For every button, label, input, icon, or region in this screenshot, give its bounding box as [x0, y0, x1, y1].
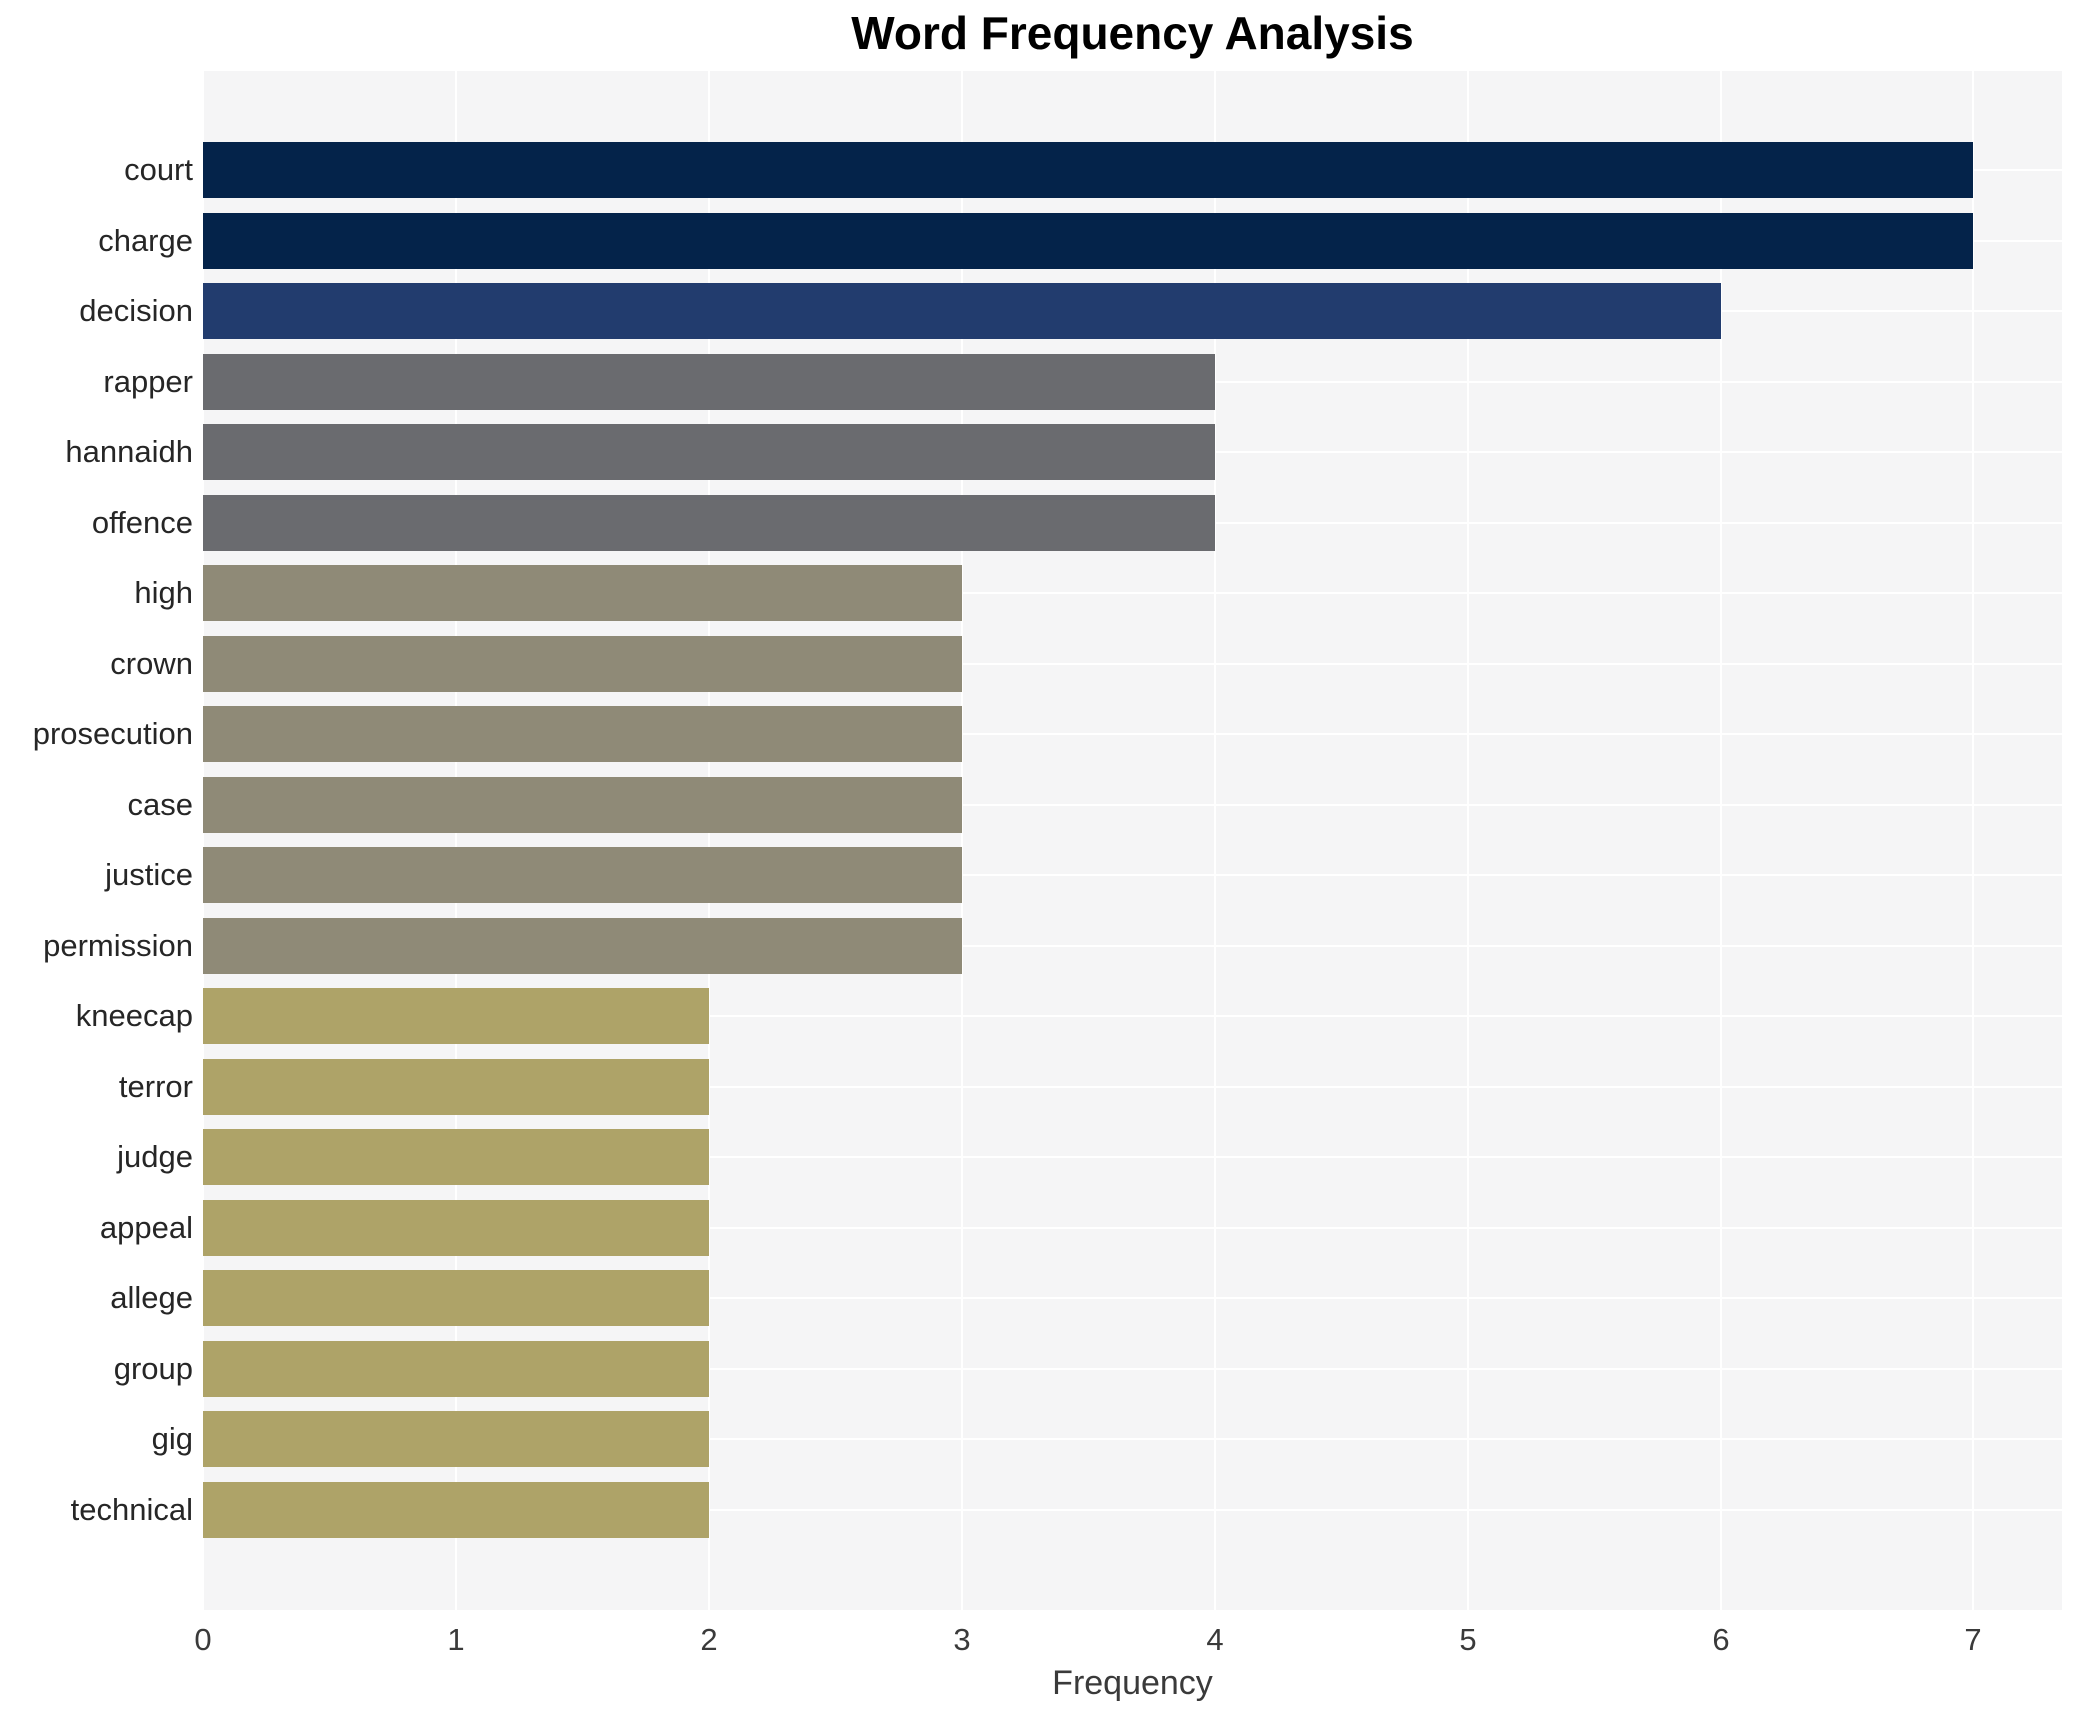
- y-tick-label-group: group: [113, 1351, 193, 1386]
- y-tick-label-case: case: [127, 787, 193, 822]
- y-tick-label-court: court: [124, 152, 193, 187]
- bar-permission: [203, 918, 962, 974]
- horizontal-gridline: [203, 1156, 2062, 1159]
- vertical-gridline: [708, 71, 710, 1610]
- vertical-gridline: [1467, 71, 1469, 1610]
- y-tick-label-technical: technical: [70, 1492, 193, 1527]
- x-tick-label-2: 2: [700, 1622, 718, 1657]
- horizontal-gridline: [203, 1367, 2062, 1370]
- horizontal-gridline: [203, 592, 2062, 595]
- plot-area: [202, 71, 2062, 1610]
- y-tick-label-terror: terror: [118, 1069, 193, 1104]
- x-tick-label-6: 6: [1712, 1622, 1730, 1657]
- y-tick-label-permission: permission: [43, 928, 193, 963]
- horizontal-gridline: [203, 1015, 2062, 1018]
- x-tick-label-1: 1: [447, 1622, 465, 1657]
- bar-high: [203, 565, 962, 621]
- vertical-gridline: [202, 71, 204, 1610]
- horizontal-gridline: [203, 944, 2062, 947]
- x-tick-label-4: 4: [1206, 1622, 1224, 1657]
- vertical-gridline: [455, 71, 457, 1610]
- bar-hannaidh: [203, 424, 1215, 480]
- y-tick-label-justice: justice: [105, 857, 193, 892]
- horizontal-gridline: [203, 1226, 2062, 1229]
- vertical-gridline: [1972, 71, 1974, 1610]
- bar-decision: [203, 283, 1721, 339]
- bar-crown: [203, 636, 962, 692]
- bar-technical: [203, 1482, 709, 1538]
- y-tick-label-kneecap: kneecap: [75, 998, 193, 1033]
- bar-case: [203, 777, 962, 833]
- horizontal-gridline: [203, 1297, 2062, 1300]
- x-tick-label-3: 3: [953, 1622, 971, 1657]
- horizontal-gridline: [203, 803, 2062, 806]
- bar-appeal: [203, 1200, 709, 1256]
- vertical-gridline: [1720, 71, 1722, 1610]
- horizontal-gridline: [203, 1438, 2062, 1441]
- horizontal-gridline: [203, 874, 2062, 877]
- bar-allege: [203, 1270, 709, 1326]
- horizontal-gridline: [203, 1508, 2062, 1511]
- x-tick-label-5: 5: [1459, 1622, 1477, 1657]
- y-tick-label-appeal: appeal: [99, 1210, 193, 1245]
- bar-court: [203, 142, 1973, 198]
- bar-rapper: [203, 354, 1215, 410]
- bar-charge: [203, 213, 1973, 269]
- bar-judge: [203, 1129, 709, 1185]
- y-tick-label-judge: judge: [117, 1139, 193, 1174]
- horizontal-gridline: [203, 1085, 2062, 1088]
- y-tick-label-rapper: rapper: [103, 364, 193, 399]
- vertical-gridline: [1214, 71, 1216, 1610]
- chart-title: Word Frequency Analysis: [851, 7, 1414, 59]
- y-tick-label-decision: decision: [79, 293, 193, 328]
- y-tick-label-crown: crown: [110, 646, 193, 681]
- y-tick-label-prosecution: prosecution: [32, 716, 193, 751]
- vertical-gridline: [961, 71, 963, 1610]
- bar-gig: [203, 1411, 709, 1467]
- x-tick-label-0: 0: [194, 1622, 212, 1657]
- y-tick-label-high: high: [134, 575, 193, 610]
- y-tick-label-gig: gig: [151, 1421, 193, 1456]
- bar-justice: [203, 847, 962, 903]
- bar-group: [203, 1341, 709, 1397]
- x-axis-title: Frequency: [1052, 1664, 1213, 1702]
- y-tick-label-charge: charge: [98, 223, 193, 258]
- bar-offence: [203, 495, 1215, 551]
- y-tick-label-offence: offence: [91, 505, 193, 540]
- y-tick-label-hannaidh: hannaidh: [65, 434, 193, 469]
- y-tick-label-allege: allege: [110, 1280, 193, 1315]
- horizontal-gridline: [203, 733, 2062, 736]
- horizontal-gridline: [203, 662, 2062, 665]
- bar-terror: [203, 1059, 709, 1115]
- x-tick-label-7: 7: [1964, 1622, 1982, 1657]
- bar-prosecution: [203, 706, 962, 762]
- bar-kneecap: [203, 988, 709, 1044]
